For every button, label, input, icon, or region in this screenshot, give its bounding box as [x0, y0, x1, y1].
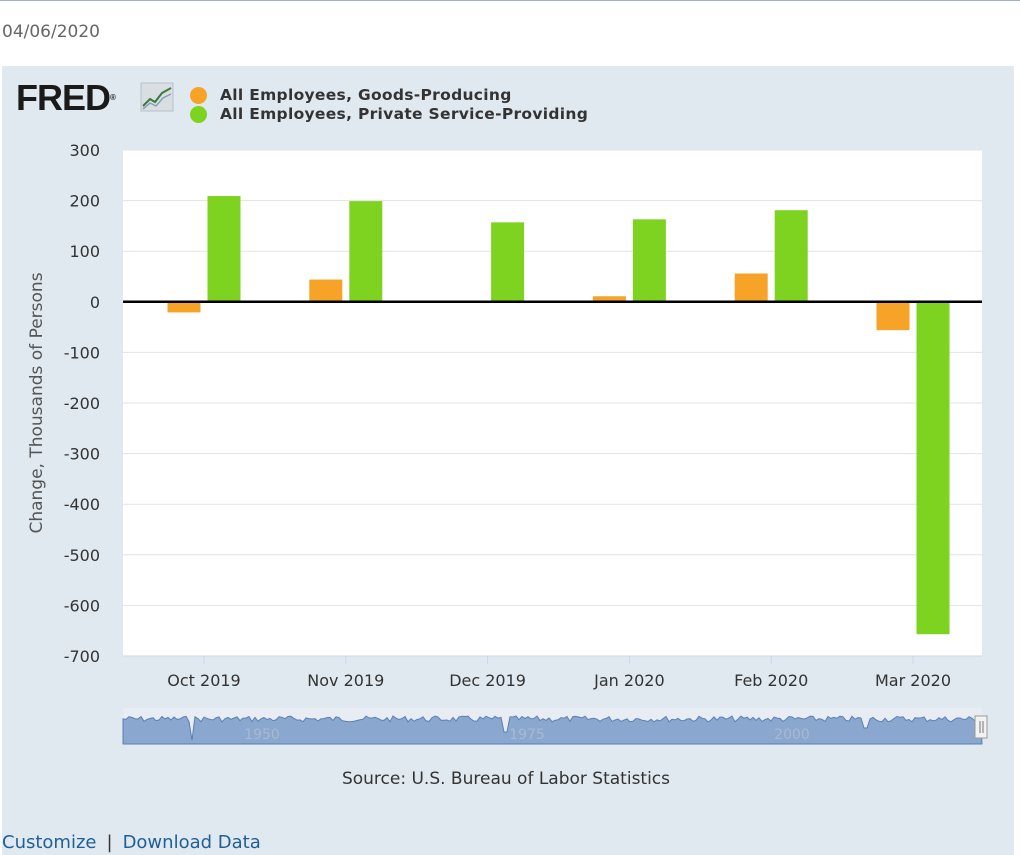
- source-note: Source: U.S. Bureau of Labor Statistics: [341, 769, 671, 789]
- navigator-year-label: 1975: [509, 727, 545, 743]
- bar-goods-producing: [592, 296, 626, 302]
- navigator-year-label: 1950: [244, 727, 280, 743]
- fred-logo-text: FRED: [16, 77, 111, 118]
- y-tick-label: -400: [64, 495, 100, 514]
- y-tick-label: 300: [69, 141, 100, 160]
- link-separator: |: [106, 832, 113, 853]
- y-tick-label: -100: [64, 343, 100, 362]
- release-date: 04/06/2020: [2, 22, 100, 42]
- chart-links: Customize | Download Data: [2, 832, 261, 853]
- legend-label-goods-producing: All Employees, Goods-Producing: [220, 86, 512, 104]
- x-tick-label: Feb 2020: [734, 671, 808, 690]
- legend-item-service-providing[interactable]: All Employees, Private Service-Providing: [190, 105, 588, 124]
- navigator-handle[interactable]: [974, 715, 988, 739]
- y-axis-title: Change, Thousands of Persons: [27, 272, 47, 533]
- y-tick-label: 0: [90, 293, 100, 312]
- legend-label-service-providing: All Employees, Private Service-Providing: [220, 105, 589, 123]
- y-tick-label: 100: [69, 242, 100, 261]
- y-tick-label: -700: [64, 647, 100, 666]
- legend-marker-goods-producing: [190, 87, 207, 104]
- x-tick-label: Dec 2019: [449, 671, 526, 690]
- bar-goods-producing: [734, 273, 768, 302]
- legend-item-goods-producing[interactable]: All Employees, Goods-Producing: [190, 86, 588, 105]
- y-tick-label: -600: [64, 596, 100, 615]
- customize-link[interactable]: Customize: [2, 832, 97, 853]
- bar-service-providing: [207, 196, 241, 302]
- y-tick-label: 200: [69, 192, 100, 211]
- top-divider: [0, 0, 1020, 1]
- legend-marker-service-providing: [190, 106, 207, 123]
- bar-goods-producing: [167, 301, 201, 313]
- y-tick-label: -300: [64, 445, 100, 464]
- bar-chart: 300 200 100 0 -100 -200 -300 -400 -500 -600 -700 Ch…: [27, 141, 988, 745]
- fred-logo: FRED®: [16, 80, 116, 116]
- line-chart-icon: [140, 82, 174, 112]
- registered-mark: ®: [110, 93, 116, 102]
- x-tick-label: Nov 2019: [307, 671, 384, 690]
- download-data-link[interactable]: Download Data: [122, 832, 261, 853]
- x-tick-label: Mar 2020: [875, 671, 951, 690]
- bar-service-providing: [916, 301, 950, 635]
- x-tick-label: Oct 2019: [167, 671, 240, 690]
- navigator-series: [122, 715, 983, 745]
- bar-service-providing: [349, 201, 383, 302]
- y-tick-label: -200: [64, 394, 100, 413]
- bar-service-providing: [632, 219, 666, 302]
- bar-goods-producing: [876, 301, 910, 331]
- bar-goods-producing: [309, 279, 343, 302]
- chart-legend: All Employees, Goods-Producing All Emplo…: [190, 86, 588, 124]
- bar-service-providing: [491, 222, 525, 302]
- y-tick-label: -500: [64, 546, 100, 565]
- navigator-year-label: 2000: [774, 727, 810, 743]
- bar-service-providing: [774, 210, 808, 302]
- x-tick-label: Jan 2020: [593, 671, 664, 690]
